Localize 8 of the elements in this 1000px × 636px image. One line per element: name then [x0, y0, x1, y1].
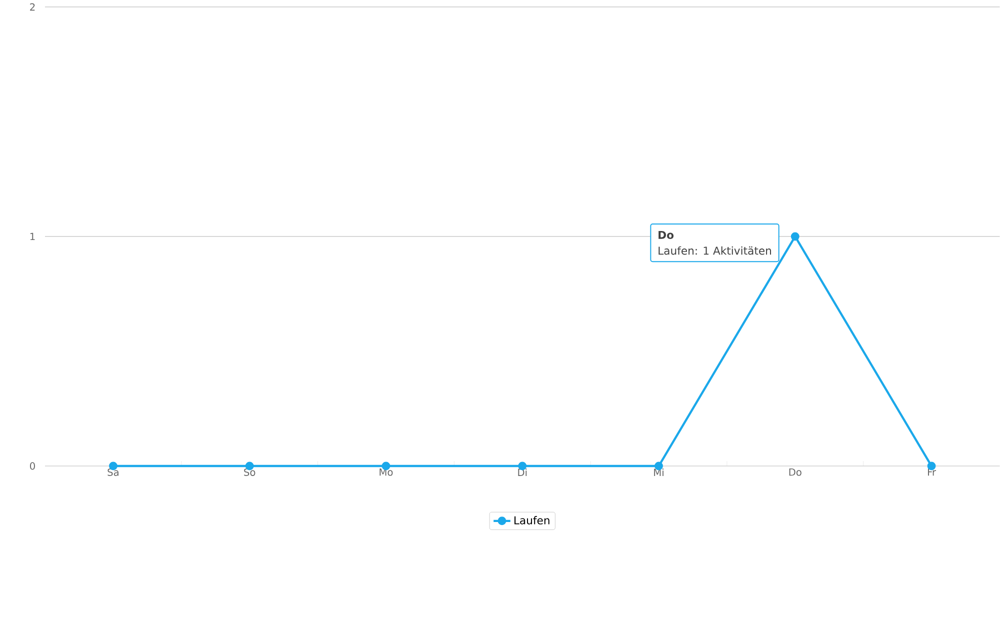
x-tick-label: Do — [789, 468, 802, 476]
annotation: Laufen: 1 Aktivitäten — [658, 246, 772, 255]
y-tick-label: 2 — [30, 3, 35, 11]
annotation: Do — [658, 231, 674, 240]
legend-label: Laufen — [514, 516, 550, 524]
x-tick-label: So — [244, 468, 256, 476]
y-tick-label: 0 — [30, 462, 35, 470]
y-tick-label: 1 — [30, 232, 35, 240]
